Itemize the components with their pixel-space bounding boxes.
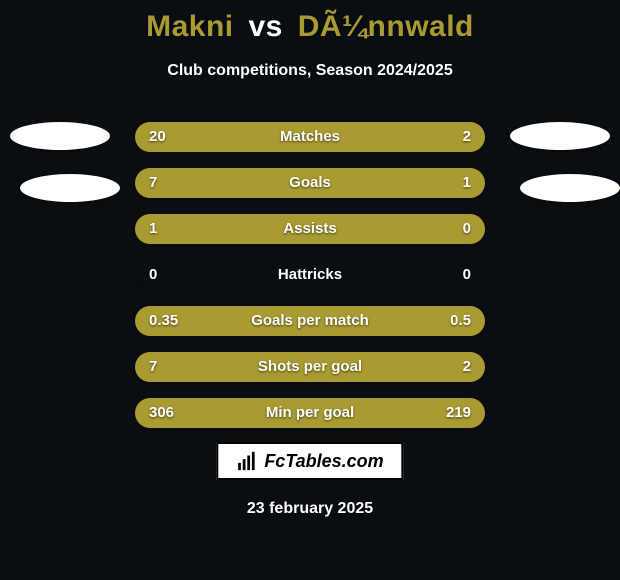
stat-row: 00Hattricks — [135, 260, 485, 290]
stat-row: 72Shots per goal — [135, 352, 485, 382]
comparison-infographic: Makni vs DÃ¼nnwald Club competitions, Se… — [0, 0, 620, 580]
stat-label: Shots per goal — [135, 352, 485, 382]
stat-rows: 202Matches 71Goals 10Assists 00Hattricks 0.3… — [135, 122, 485, 444]
stat-label: Assists — [135, 214, 485, 244]
player1-name: Makni — [146, 10, 234, 43]
chart-icon — [236, 450, 258, 472]
stat-row: 202Matches — [135, 122, 485, 152]
date-label: 23 february 2025 — [0, 500, 620, 518]
stat-row: 10Assists — [135, 214, 485, 244]
vs-label: vs — [248, 10, 282, 43]
player2-name: DÃ¼nnwald — [298, 10, 474, 43]
team-badge — [10, 122, 110, 150]
team-badge — [520, 174, 620, 202]
stat-label: Hattricks — [135, 260, 485, 290]
stat-label: Goals — [135, 168, 485, 198]
team-badge — [510, 122, 610, 150]
stat-label: Goals per match — [135, 306, 485, 336]
stat-label: Min per goal — [135, 398, 485, 428]
page-title: Makni vs DÃ¼nnwald — [0, 10, 620, 44]
stat-label: Matches — [135, 122, 485, 152]
team-badge — [20, 174, 120, 202]
brand-text: FcTables.com — [264, 451, 383, 472]
brand-box: FcTables.com — [216, 442, 403, 480]
stat-row: 71Goals — [135, 168, 485, 198]
subtitle: Club competitions, Season 2024/2025 — [0, 62, 620, 80]
stat-row: 306219Min per goal — [135, 398, 485, 428]
stat-row: 0.350.5Goals per match — [135, 306, 485, 336]
